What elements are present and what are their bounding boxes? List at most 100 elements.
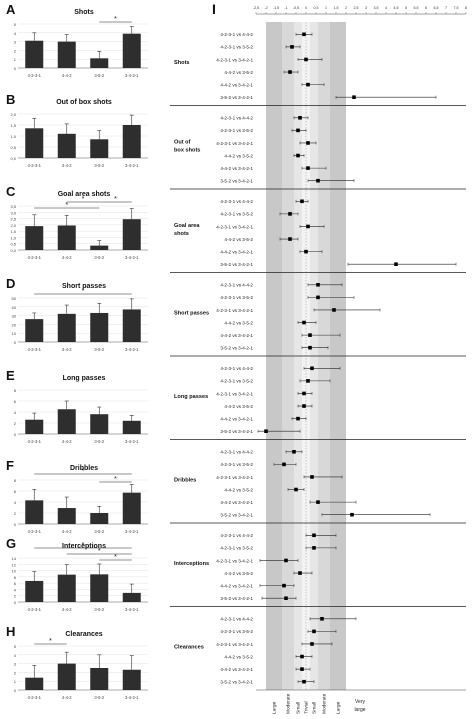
comparison-label: 4-2-3-1 vs 3-4-2-1 <box>216 57 253 62</box>
comparison-label: 4-2-3-1 vs 4-4-2 <box>220 199 253 204</box>
effect-point <box>306 166 310 170</box>
comparison-label: 4-4-2 vs 3-4-2-1 <box>220 500 253 505</box>
x-tick-label: 4-2-3-1 <box>28 347 42 352</box>
comparison-label: 4-4-2 vs 3-5-2 <box>224 237 253 242</box>
effect-label: Trivial <box>304 701 310 714</box>
effect-point <box>304 57 308 62</box>
bar-4-4-2 <box>57 225 76 250</box>
effect-point <box>316 282 320 287</box>
effect-point <box>288 212 292 216</box>
panel-title-B: Out of box shots <box>56 99 112 106</box>
y-tick-label: 0 <box>14 432 17 437</box>
comparison-label: 4-2-3-1 vs 4-4-2 <box>220 116 253 121</box>
comparison-label: 4-4-2 vs 3-4-2-1 <box>220 333 253 338</box>
effect-point <box>350 512 354 517</box>
forest-x-tick: -2 <box>264 6 267 10</box>
significance-star: * <box>65 202 68 209</box>
bar-4-4-2 <box>57 313 76 342</box>
y-tick-label: 2,0 <box>10 223 16 228</box>
y-tick-label: 3,5 <box>10 204 16 209</box>
forest-x-tick: 3 <box>365 6 367 10</box>
x-tick-label: 3-5-2 <box>94 607 104 612</box>
comparison-label: 3-5-2 vs 3-4-2-1 <box>220 680 253 685</box>
comparison-label: 4-2-3-1 vs 3-4-2-1 <box>216 558 253 563</box>
effect-label: Small <box>312 702 318 714</box>
significance-star: * <box>98 548 101 555</box>
y-tick-label: 4 <box>14 587 17 592</box>
comparison-label: 4-4-2 vs 3-4-2-1 <box>220 667 253 672</box>
panel-title-E: Long passes <box>63 375 106 382</box>
effect-point <box>298 115 302 120</box>
y-tick-label: 5 <box>14 644 17 649</box>
y-tick-label: 1,0 <box>10 235 16 240</box>
effect-point <box>296 416 300 421</box>
comparison-label: 4-2-3-1 vs 4-4-2 <box>220 450 253 455</box>
significance-star: * <box>114 476 117 483</box>
panel-letter-D: D <box>6 276 15 291</box>
effect-point <box>290 45 294 49</box>
y-tick-label: 0 <box>14 66 17 71</box>
comparison-label: 4-2-3-1 vs 4-4-2 <box>220 366 253 371</box>
forest-x-tick: -0,5 <box>293 6 299 10</box>
comparison-label: 4-2-3-1 vs 3-5-2 <box>220 128 253 133</box>
y-tick-label: 10 <box>12 331 17 336</box>
forest-x-tick: 7,5 <box>454 6 459 10</box>
panel-letter-E: E <box>6 368 15 383</box>
x-tick-label: 4-4-2 <box>62 73 72 78</box>
bar-4-4-2 <box>57 663 76 690</box>
bar-3-4-2-1 <box>122 125 141 158</box>
bar-3-4-2-1 <box>122 492 141 524</box>
y-tick-label: 3,0 <box>10 210 16 215</box>
effect-point <box>300 654 304 659</box>
y-tick-label: 12 <box>12 562 17 567</box>
panel-title-F: Dribbles <box>70 465 98 472</box>
comparison-label: 4-2-3-1 vs 3-5-2 <box>220 212 253 217</box>
effect-point <box>306 141 310 145</box>
comparison-label: 4-2-3-1 vs 4-4-2 <box>220 283 253 288</box>
x-tick-label: 4-2-3-1 <box>28 255 42 260</box>
effect-point <box>284 596 288 601</box>
effect-point <box>316 295 320 300</box>
bar-4-2-3-1 <box>25 128 44 158</box>
forest-x-tick: -1 <box>284 6 287 10</box>
significance-star: * <box>114 196 117 203</box>
comparison-label: 3-5-2 vs 3-4-2-1 <box>220 179 253 184</box>
comparison-label: 4-2-3-1 vs 4-4-2 <box>220 617 253 622</box>
bar-3-5-2 <box>90 312 109 342</box>
effect-label: Small <box>296 702 302 714</box>
forest-x-tick: 2,5 <box>354 6 359 10</box>
bar-4-2-3-1 <box>25 319 44 342</box>
bar-4-4-2 <box>57 508 76 524</box>
effect-point <box>302 320 306 325</box>
x-tick-label: 3-4-2-1 <box>125 529 139 534</box>
effect-label: Large <box>336 701 342 714</box>
effect-point <box>288 70 292 74</box>
panel-title-D: Short passes <box>62 283 106 290</box>
comparison-label: 4-4-2 vs 3-5-2 <box>224 404 253 409</box>
forest-x-tick: 1 <box>325 6 327 10</box>
effect-point <box>306 379 310 383</box>
forest-x-tick: 6,5 <box>434 6 439 10</box>
bar-3-4-2-1 <box>122 420 141 434</box>
y-tick-label: 8 <box>14 388 17 393</box>
comparison-label: 4-4-2 vs 3-5-2 <box>224 487 253 492</box>
x-tick-label: 3-4-2-1 <box>125 607 139 612</box>
comparison-label: 4-2-3-1 vs 3-5-2 <box>220 295 253 300</box>
x-tick-label: 4-4-2 <box>62 347 72 352</box>
significance-star: * <box>82 196 85 203</box>
comparison-label: 4-4-2 vs 3-4-2-1 <box>220 82 253 87</box>
effect-point <box>264 429 268 434</box>
effect-point <box>294 487 298 492</box>
comparison-label: 4-4-2 vs 3-5-2 <box>224 654 253 659</box>
comparison-label: 4-4-2 vs 3-5-2 <box>224 320 253 325</box>
comparison-label: 3-5-2 vs 3-4-2-1 <box>220 429 253 434</box>
comparison-label: 4-2-3-1 vs 3-4-2-1 <box>216 141 253 146</box>
bar-4-4-2 <box>57 409 76 434</box>
x-tick-label: 3-4-2-1 <box>125 695 139 700</box>
bar-3-4-2-1 <box>122 219 141 250</box>
forest-x-tick: 2 <box>345 6 347 10</box>
panel-letter-G: G <box>6 536 16 551</box>
x-tick-label: 3-5-2 <box>94 529 104 534</box>
x-tick-label: 4-4-2 <box>62 255 72 260</box>
effect-point <box>302 391 306 396</box>
